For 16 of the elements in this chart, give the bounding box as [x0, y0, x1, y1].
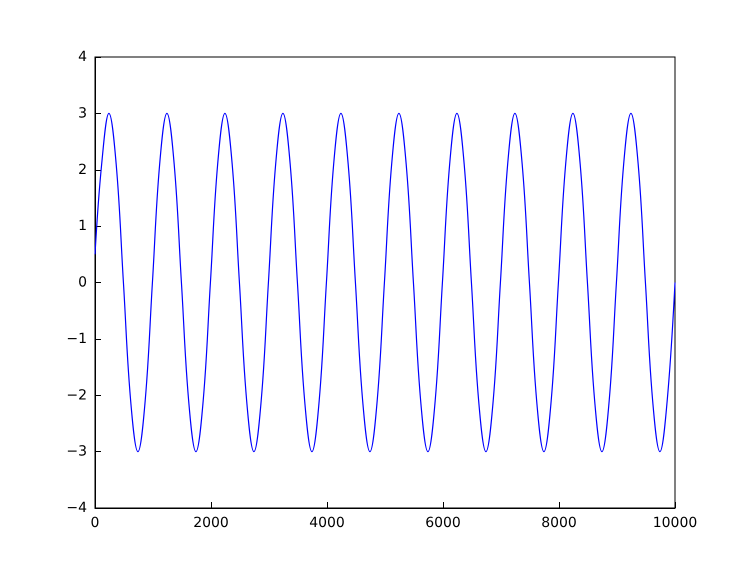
y-tick-label: −1	[66, 330, 87, 347]
y-tick-label: 2	[78, 162, 87, 178]
y-tick-label: 3	[78, 105, 87, 122]
y-tick-label: 1	[78, 218, 87, 234]
y-tick-label: −3	[66, 444, 87, 460]
line-series	[94, 112, 676, 452]
y-tick-label: 0	[78, 274, 87, 290]
y-tick-label: −4	[66, 500, 88, 516]
x-tick-label: 6000	[425, 515, 461, 531]
x-tick-label: 0	[90, 515, 100, 531]
x-tick-label: 10000	[652, 515, 698, 531]
x-tick-label: 2000	[193, 515, 229, 531]
y-tick-label: 4	[78, 49, 88, 65]
x-tick-label: 4000	[309, 515, 345, 531]
x-tick-label: 8000	[541, 515, 577, 531]
y-tick-label: −2	[66, 387, 87, 404]
